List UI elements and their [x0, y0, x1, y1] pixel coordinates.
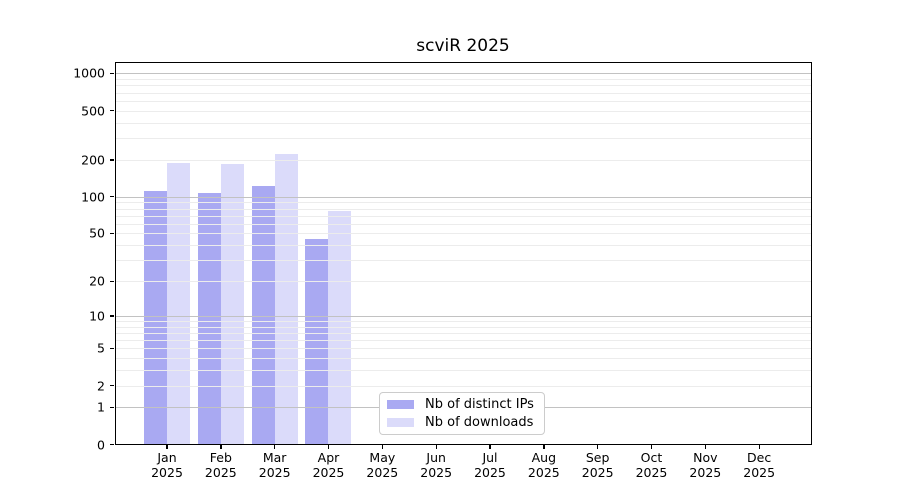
y-tick-label: 1: [97, 399, 105, 415]
legend-swatch-distinct-ips: [387, 399, 414, 410]
gridline-minor: [114, 348, 812, 350]
y-tick: [110, 406, 114, 409]
x-tick: [327, 444, 330, 449]
gridline-minor: [114, 138, 812, 140]
bar-distinct-ips-feb: [197, 192, 221, 445]
gridline-major: [114, 196, 812, 198]
gridline-minor: [114, 215, 812, 217]
x-tick: [650, 444, 653, 449]
x-tick: [435, 444, 437, 449]
x-tick-label: Dec 2025: [743, 449, 776, 481]
y-tick-label: 100: [81, 189, 105, 205]
gridline-minor: [114, 320, 812, 322]
gridline-minor: [114, 370, 812, 372]
y-tick: [110, 444, 114, 446]
y-tick: [110, 232, 114, 235]
x-tick: [543, 444, 545, 449]
legend: Nb of distinct IPs Nb of downloads: [379, 392, 545, 435]
gridline-minor: [114, 281, 812, 282]
gridline-minor: [114, 100, 812, 102]
gridline-minor: [114, 385, 812, 387]
x-tick-label: Oct 2025: [635, 449, 668, 481]
gridline-minor: [114, 110, 812, 112]
x-tick: [381, 444, 384, 449]
x-tick-label: May 2025: [366, 449, 399, 481]
gridline-minor: [114, 159, 812, 161]
legend-label-downloads: Nb of downloads: [425, 415, 534, 430]
x-tick: [166, 444, 168, 449]
gridline-minor: [114, 332, 812, 334]
bar-downloads-jan: [167, 162, 190, 445]
x-tick-label: Apr 2025: [312, 449, 345, 481]
y-tick: [110, 385, 114, 387]
gridline-minor: [114, 92, 812, 94]
bar-downloads-feb: [220, 163, 244, 445]
gridline-minor: [114, 326, 812, 328]
y-tick-label: 2: [97, 378, 105, 393]
bar-distinct-ips-jan: [144, 190, 167, 445]
x-tick-label: Jun 2025: [420, 449, 453, 481]
x-tick: [274, 444, 276, 449]
gridline-minor: [114, 79, 812, 81]
gridline-major: [114, 315, 812, 317]
plot-area: [114, 62, 812, 445]
legend-item-downloads: Nb of downloads: [387, 415, 544, 430]
gridline-minor: [114, 358, 812, 360]
gridline-major: [114, 73, 812, 75]
x-tick: [597, 444, 599, 449]
y-tick-label: 500: [81, 103, 105, 119]
x-tick-label: Feb 2025: [204, 449, 237, 481]
x-tick-label: Sep 2025: [581, 449, 614, 481]
gridline-minor: [114, 202, 812, 204]
y-tick-label: 1000: [73, 65, 105, 81]
y-tick: [110, 196, 114, 198]
bar-distinct-ips-apr: [305, 238, 329, 445]
gridline-minor: [114, 85, 812, 87]
x-tick: [220, 444, 222, 449]
y-tick: [110, 347, 114, 350]
y-tick-label: 0: [97, 437, 105, 452]
x-tick-label: Jan 2025: [151, 449, 183, 481]
y-tick: [110, 110, 114, 112]
gridline-minor: [114, 208, 812, 210]
gridline-minor: [114, 223, 812, 225]
y-tick-label: 50: [89, 225, 105, 241]
y-tick-label: 5: [97, 340, 105, 356]
x-tick-label: Nov 2025: [689, 449, 722, 481]
chart-title: scviR 2025: [416, 36, 510, 56]
y-tick: [110, 72, 114, 75]
x-tick: [704, 444, 707, 449]
gridline-minor: [114, 122, 812, 124]
y-tick: [110, 315, 114, 317]
legend-item-distinct-ips: Nb of distinct IPs: [387, 397, 544, 412]
gridline-minor: [114, 340, 812, 341]
gridline-minor: [114, 260, 812, 262]
legend-swatch-downloads: [387, 417, 414, 428]
legend-label-distinct-ips: Nb of distinct IPs: [425, 397, 534, 412]
gridline-minor: [114, 233, 812, 235]
y-tick-label: 200: [81, 152, 105, 168]
x-tick-label: Mar 2025: [258, 449, 291, 481]
x-tick-label: Aug 2025: [527, 449, 560, 481]
y-tick-label: 10: [89, 308, 105, 324]
x-tick-label: Jul 2025: [474, 449, 506, 481]
bar-distinct-ips-mar: [251, 186, 275, 445]
gridline-minor: [114, 245, 812, 247]
y-tick-label: 20: [89, 273, 105, 289]
bar-downloads-mar: [274, 154, 298, 445]
x-tick: [489, 444, 491, 449]
y-tick: [110, 159, 114, 161]
y-tick: [110, 280, 114, 282]
x-tick: [758, 444, 760, 449]
